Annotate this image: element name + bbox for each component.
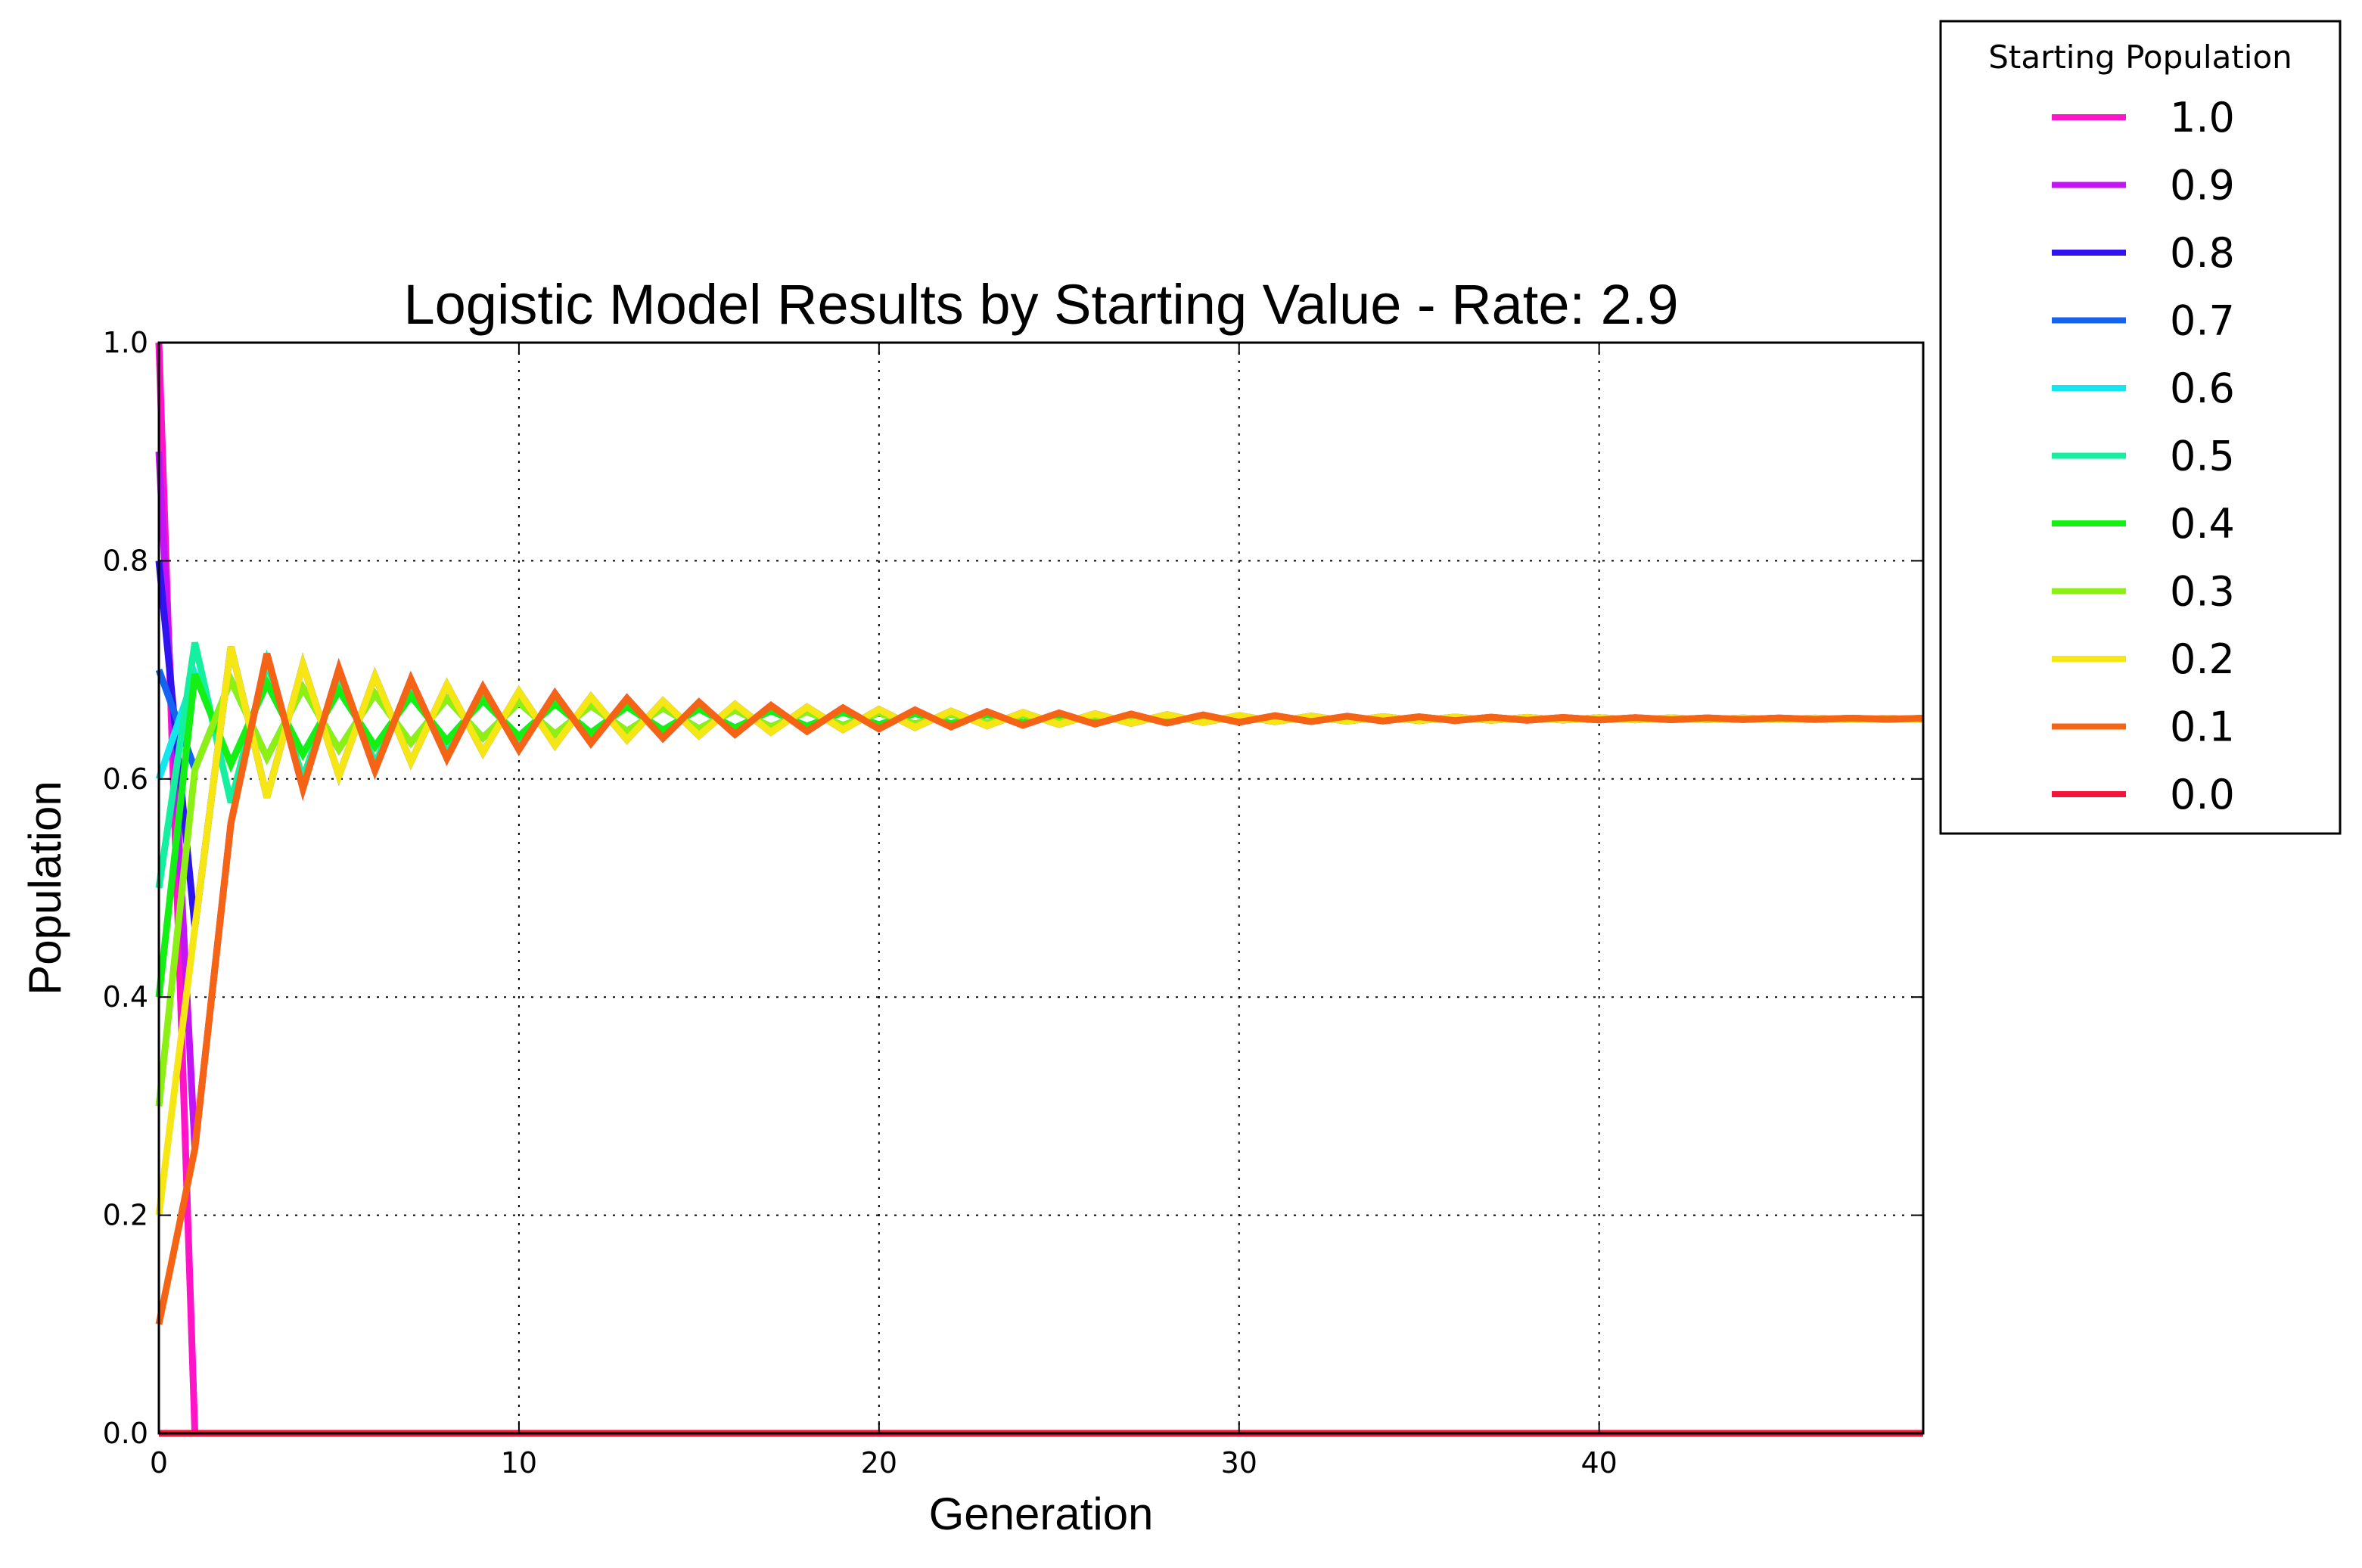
- legend: Starting Population 1.0 0.9 0.8 0.7 0.6 0.5 0.…: [1939, 20, 2342, 835]
- y-tick-label: 0.0: [103, 1417, 148, 1450]
- y-tick-label: 0.2: [103, 1199, 148, 1232]
- legend-label-0.0: 0.0: [2170, 771, 2235, 818]
- legend-label-1.0: 1.0: [2170, 94, 2235, 141]
- x-tick-label: 10: [501, 1446, 537, 1480]
- legend-label-0.6: 0.6: [2170, 365, 2235, 412]
- legend-title: Starting Population: [1988, 39, 2292, 76]
- chart-title: Logistic Model Results by Starting Value…: [403, 273, 1678, 336]
- legend-label-0.4: 0.4: [2170, 500, 2235, 548]
- legend-label-0.2: 0.2: [2170, 635, 2235, 683]
- x-tick-label: 30: [1221, 1446, 1257, 1480]
- series-line-0.1: [155, 653, 1924, 1325]
- y-tick-label: 0.4: [103, 980, 148, 1014]
- x-axis-label: Generation: [929, 1489, 1154, 1539]
- legend-label-0.3: 0.3: [2170, 568, 2235, 616]
- legend-label-0.8: 0.8: [2170, 229, 2235, 277]
- x-tick-label: 20: [861, 1446, 897, 1480]
- x-tick-label: 0: [150, 1446, 168, 1480]
- legend-label-0.1: 0.1: [2170, 703, 2235, 751]
- y-axis-label: Population: [20, 781, 70, 995]
- plot-frame: [157, 341, 1925, 1435]
- y-tick-label: 1.0: [103, 326, 148, 359]
- legend-label-0.5: 0.5: [2170, 433, 2235, 480]
- y-tick-label: 0.8: [103, 544, 148, 577]
- grid: [159, 343, 1923, 1433]
- y-tick-label: 0.6: [103, 762, 148, 796]
- axis-ticks: 0 10 20 30 40 0.0 0.2 0.4 0.6 0.8 1.0: [103, 326, 1923, 1480]
- legend-frame: [1939, 20, 2342, 835]
- x-tick-label: 40: [1580, 1446, 1617, 1480]
- legend-label-0.7: 0.7: [2170, 297, 2235, 345]
- legend-items: 1.0 0.9 0.8 0.7 0.6 0.5 0.4 0.3 0.2 0.1 0.0: [2052, 94, 2235, 818]
- legend-label-0.9: 0.9: [2170, 162, 2235, 210]
- plot-lines: [155, 342, 1924, 1437]
